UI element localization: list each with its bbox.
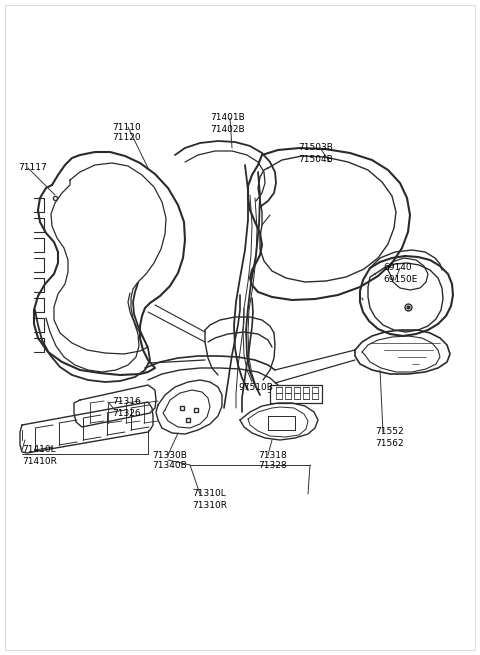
Text: 71410L: 71410L	[22, 445, 56, 455]
Text: 71328: 71328	[258, 462, 287, 470]
Text: 97510B: 97510B	[238, 383, 273, 392]
Text: 69150E: 69150E	[383, 274, 418, 284]
Text: 71402B: 71402B	[210, 124, 245, 134]
Text: 71562: 71562	[375, 438, 404, 447]
Text: 71330B: 71330B	[152, 451, 187, 460]
Text: 69140: 69140	[383, 263, 412, 272]
Text: 71316: 71316	[112, 398, 141, 407]
Text: 71340B: 71340B	[152, 462, 187, 470]
Text: 71318: 71318	[258, 451, 287, 460]
Text: 71110: 71110	[112, 122, 141, 132]
Text: 71410R: 71410R	[22, 457, 57, 466]
Text: 71117: 71117	[18, 164, 47, 172]
Text: 71310R: 71310R	[192, 500, 227, 510]
Text: 71503B: 71503B	[298, 143, 333, 153]
Text: 71326: 71326	[112, 409, 141, 417]
Text: 71401B: 71401B	[210, 113, 245, 122]
Text: 71552: 71552	[375, 428, 404, 436]
Text: 71310L: 71310L	[192, 489, 226, 498]
Text: 71120: 71120	[112, 134, 141, 143]
Text: 71504B: 71504B	[298, 155, 333, 164]
